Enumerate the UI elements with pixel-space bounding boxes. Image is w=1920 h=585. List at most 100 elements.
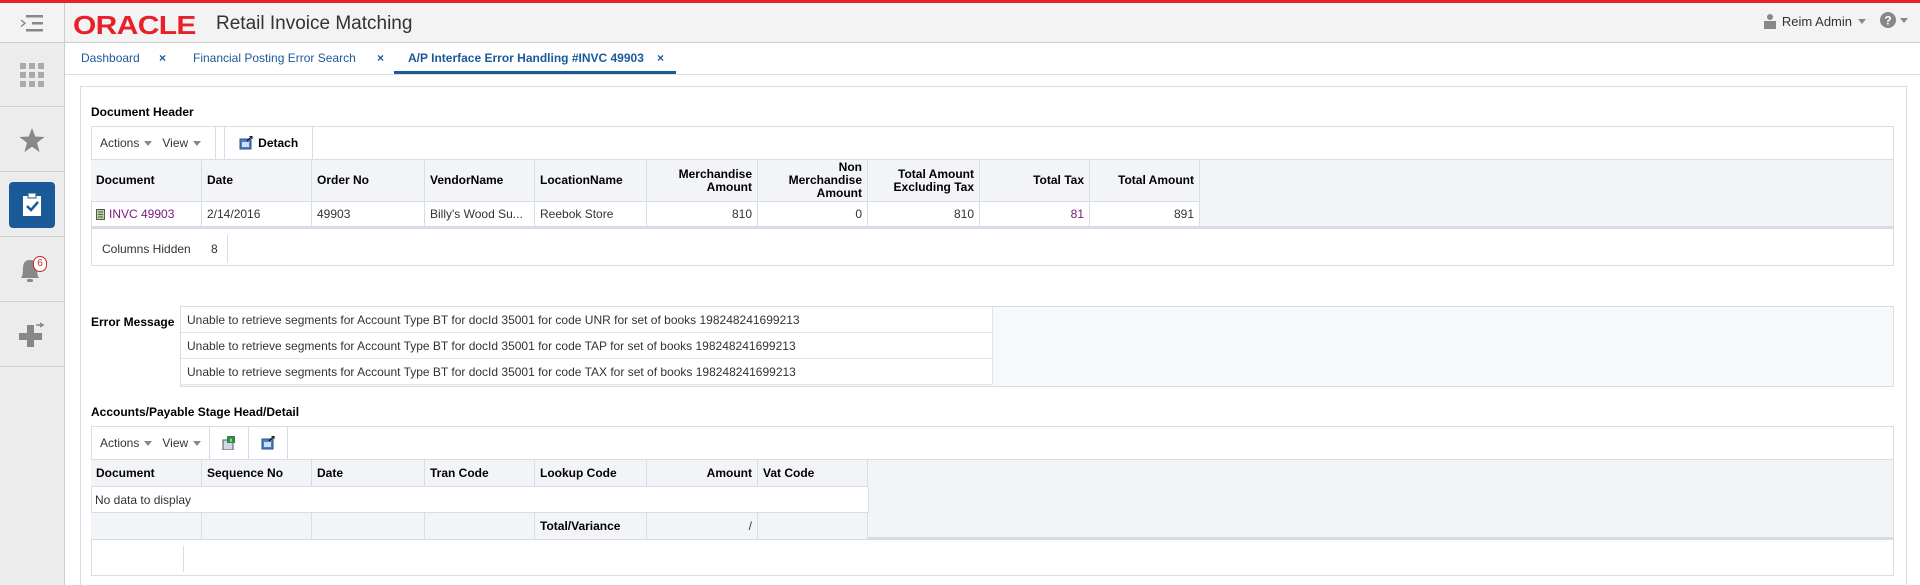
col-document[interactable]: Document — [91, 460, 202, 487]
col-merchandise-amount[interactable]: Merchandise Amount — [647, 160, 758, 202]
error-message-item: Unable to retrieve segments for Account … — [181, 359, 993, 385]
sidebar-item-add[interactable] — [0, 303, 64, 367]
col-tran-code[interactable]: Tran Code — [425, 460, 535, 487]
col-total-tax[interactable]: Total Tax — [980, 160, 1090, 202]
chevron-down-icon — [144, 440, 153, 446]
actions-menu[interactable]: Actions — [92, 127, 160, 159]
error-message-item: Unable to retrieve segments for Account … — [181, 333, 993, 359]
chevron-down-icon — [193, 440, 202, 446]
cell-total-amount: 891 — [1090, 202, 1200, 227]
table-filler — [1200, 160, 1893, 229]
cell-total-amount-excluding-tax: 810 — [868, 202, 980, 227]
app-title: Retail Invoice Matching — [216, 13, 413, 34]
detach-label: Detach — [258, 136, 299, 150]
col-location-name[interactable]: LocationName — [535, 160, 647, 202]
notification-badge: 6 — [33, 256, 47, 272]
close-tab-icon[interactable]: × — [377, 51, 385, 65]
col-amount[interactable]: Amount — [647, 460, 758, 487]
sidebar: 6 — [0, 43, 65, 585]
error-message-list: Unable to retrieve segments for Account … — [180, 306, 1894, 387]
cell-merchandise-amount: 810 — [647, 202, 758, 227]
view-menu[interactable]: View — [160, 427, 209, 459]
col-non-merchandise-amount[interactable]: Non Merchandise Amount — [758, 160, 868, 202]
brand-bar — [0, 0, 1920, 3]
view-label: View — [162, 436, 189, 450]
oracle-logo: ORACLE — [73, 10, 196, 40]
tab-ap-interface-error-handling[interactable]: A/P Interface Error Handling #INVC 49903 — [408, 51, 644, 65]
detach-button[interactable]: Detach — [225, 127, 312, 159]
actions-menu[interactable]: Actions — [92, 427, 160, 459]
tab-financial-posting-error-search[interactable]: Financial Posting Error Search — [193, 51, 356, 65]
export-to-excel-button[interactable]: x — [210, 427, 248, 459]
plus-icon — [19, 321, 45, 347]
columns-hidden-count: 8 — [211, 242, 218, 256]
cell-non-merchandise-amount: 0 — [758, 202, 868, 227]
status-divider — [183, 546, 184, 572]
tab-dashboard[interactable]: Dashboard — [81, 51, 140, 65]
clipboard-check-icon — [23, 192, 41, 216]
detach-button[interactable] — [249, 427, 287, 459]
col-vendor-name[interactable]: VendorName — [425, 160, 535, 202]
close-tab-icon[interactable]: × — [657, 51, 665, 65]
chevron-down-icon — [1900, 17, 1908, 23]
detach-icon — [239, 136, 253, 150]
total-variance-label: Total/Variance — [535, 513, 647, 540]
actions-label: Actions — [100, 136, 140, 150]
col-total-amount[interactable]: Total Amount — [1090, 160, 1200, 202]
app-header — [0, 3, 1920, 43]
col-lookup-code[interactable]: Lookup Code — [535, 460, 647, 487]
help-icon: ? — [1880, 12, 1896, 28]
total-tax-link[interactable]: 81 — [980, 202, 1090, 227]
col-sequence-no[interactable]: Sequence No — [202, 460, 312, 487]
ap-stage-columns: Document Sequence No Date Tran Code Look… — [91, 460, 868, 487]
actions-label: Actions — [100, 436, 140, 450]
cell-document: INVC 49903 — [91, 202, 202, 227]
sidebar-item-apps[interactable] — [0, 43, 64, 107]
sidebar-item-tasks[interactable] — [0, 173, 64, 237]
col-total-amount-excluding-tax[interactable]: Total Amount Excluding Tax — [868, 160, 980, 202]
user-menu[interactable]: Reim Admin — [1763, 14, 1866, 29]
user-name: Reim Admin — [1781, 14, 1852, 29]
total-row: Total/Variance / — [91, 513, 868, 540]
total-variance-value: / — [647, 513, 758, 540]
col-document[interactable]: Document — [91, 160, 202, 202]
cell-date: 2/14/2016 — [202, 202, 312, 227]
svg-text:x: x — [230, 438, 233, 444]
cell-location-name: Reebok Store — [535, 202, 647, 227]
view-label: View — [162, 136, 189, 150]
section-title-document-header: Document Header — [91, 105, 194, 119]
active-tab-indicator — [394, 71, 676, 74]
table-row[interactable]: INVC 49903 2/14/2016 49903 Billy's Wood … — [91, 202, 1200, 229]
columns-hidden-status: Columns Hidden 8 — [92, 233, 228, 265]
cell-vendor-name: Billy's Wood Su... — [425, 202, 535, 227]
detach-icon — [261, 436, 275, 450]
columns-hidden-label: Columns Hidden — [102, 242, 191, 256]
error-message-label: Error Message — [91, 315, 175, 329]
col-vat-code[interactable]: Vat Code — [758, 460, 868, 487]
chevron-down-icon — [144, 140, 153, 146]
document-icon — [96, 208, 105, 220]
sidebar-item-notifications[interactable]: 6 — [0, 238, 64, 302]
star-icon — [19, 127, 45, 152]
chevron-down-icon — [193, 140, 202, 146]
document-header-columns: Document Date Order No VendorName Locati… — [91, 160, 1200, 202]
chevron-down-icon — [1858, 19, 1866, 24]
menu-icon — [20, 15, 43, 32]
section-title-ap-stage: Accounts/Payable Stage Head/Detail — [91, 405, 300, 419]
col-date[interactable]: Date — [202, 160, 312, 202]
help-menu[interactable]: ? — [1880, 12, 1908, 28]
close-tab-icon[interactable]: × — [159, 51, 167, 65]
cell-order-no: 49903 — [312, 202, 425, 227]
col-order-no[interactable]: Order No — [312, 160, 425, 202]
col-date[interactable]: Date — [312, 460, 425, 487]
sidebar-item-favorites[interactable] — [0, 108, 64, 172]
user-icon — [1763, 14, 1776, 29]
no-data-message: No data to display — [92, 487, 869, 513]
navigator-menu-button[interactable] — [0, 3, 65, 43]
view-menu[interactable]: View — [160, 127, 209, 159]
export-excel-icon: x — [222, 436, 236, 450]
document-link[interactable]: INVC 49903 — [109, 207, 175, 221]
svg-text:?: ? — [1884, 14, 1891, 28]
grid-icon — [20, 62, 44, 87]
tab-bar-divider — [65, 74, 1920, 75]
